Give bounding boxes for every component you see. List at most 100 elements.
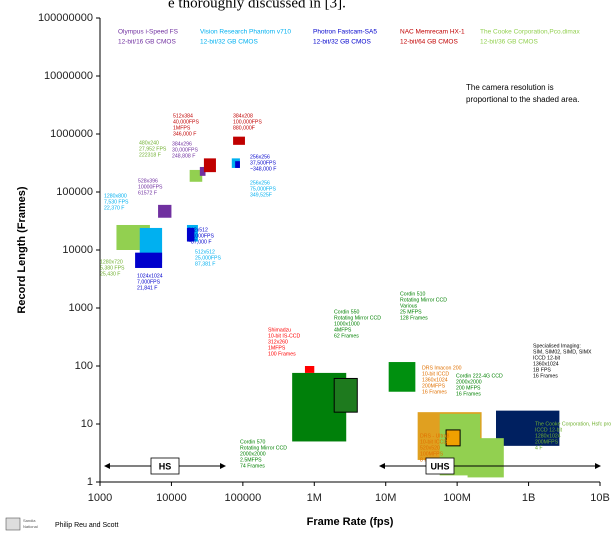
annotation: 16 Frames xyxy=(422,389,447,395)
annotation: 312x260 xyxy=(268,339,288,345)
annotation: 4 F xyxy=(535,445,543,451)
y-tick-label: 1000 xyxy=(69,302,93,314)
annotation: 100,000FPS xyxy=(233,119,262,125)
annotation: 30,000FPS xyxy=(172,147,198,153)
x-tick-label: 100000 xyxy=(224,492,261,504)
annotation: 2000x2000 xyxy=(240,451,266,457)
annotation: 880,000F xyxy=(233,125,255,131)
y-tick-label: 1000000 xyxy=(50,128,93,140)
annotation: 349,525F xyxy=(250,192,272,198)
annotation: 7,000FPS xyxy=(137,279,161,285)
note: proportional to the shaded area. xyxy=(466,95,579,104)
annotation: 1MFPS xyxy=(173,125,191,131)
x-tick-label: 10000 xyxy=(156,492,187,504)
annotation: 37,500FPS xyxy=(250,160,276,166)
annotation: 528x396 xyxy=(138,178,158,184)
annotation: 128 Frames xyxy=(400,315,428,321)
page-text: e thoroughly discussed in [3]. xyxy=(168,0,346,11)
x-axis-title: Frame Rate (fps) xyxy=(307,516,394,528)
annotation: 10000FPS xyxy=(138,184,163,190)
annotation: 21,841 F xyxy=(137,285,157,291)
credit: Philip Reu and Scott xyxy=(55,522,118,529)
x-tick-label: 10B xyxy=(590,492,610,504)
annotation: ICCD 12-bit xyxy=(535,427,563,433)
y-tick-label: 100000000 xyxy=(38,12,93,24)
annotation: 87,381 F xyxy=(195,261,215,267)
legend-subtitle: 12-bit/64 GB CMOS xyxy=(400,39,458,46)
annotation: Cordin 510 xyxy=(400,291,425,297)
annotation: 200MFPS xyxy=(535,439,559,445)
annotation: 7,530 FPS xyxy=(104,199,129,205)
camera-range xyxy=(388,362,416,392)
annotation: 4MFPS xyxy=(334,327,352,333)
annotation: Various xyxy=(400,303,418,309)
camera-range xyxy=(333,377,358,413)
camera-range xyxy=(199,166,206,176)
x-tick-label: 10M xyxy=(375,492,396,504)
annotation: ~87,000 F xyxy=(188,239,212,245)
svg-text:Sandia: Sandia xyxy=(23,518,36,523)
annotation: 480x240 xyxy=(139,140,159,146)
annotation: Cordin 550 xyxy=(334,309,359,315)
camera-range xyxy=(203,158,216,173)
annotation: 1360x1024 xyxy=(422,377,448,383)
camera-range xyxy=(186,227,195,242)
x-tick-label: 1M xyxy=(307,492,322,504)
y-tick-label: 100 xyxy=(75,360,93,372)
annotation: Rotating Mirror CCD xyxy=(334,315,381,321)
camera-range xyxy=(135,252,163,268)
annotation: 512x512 xyxy=(195,249,215,255)
annotation: 256x256 xyxy=(250,154,270,160)
range-label: HS xyxy=(159,461,172,471)
legend-name: Olympus i-Speed FS xyxy=(118,29,179,36)
logo: Sandia National xyxy=(5,517,38,531)
annotation: 200MFPS xyxy=(422,383,446,389)
camera-range xyxy=(233,136,245,145)
camera-range xyxy=(496,410,560,446)
annotation: 100 Frames xyxy=(268,351,296,357)
annotation: 10-bit ICCD xyxy=(422,371,449,377)
legend-subtitle: 12-bit/16 GB CMOS xyxy=(118,39,176,46)
annotation: 1280x800 xyxy=(104,193,127,199)
annotation: 25,000FPS xyxy=(195,255,221,261)
annotation: 256x256 xyxy=(250,180,270,186)
annotation: 1000x1000 xyxy=(334,321,360,327)
legend-subtitle: 12-bit/36 GB CMOS xyxy=(480,39,538,46)
annotation: 62 Frames xyxy=(334,333,359,339)
annotation: 346,000 F xyxy=(173,131,196,137)
annotation: 16 Frames xyxy=(456,391,481,397)
annotation: 1MFPS xyxy=(268,345,286,351)
annotation: 384x208 xyxy=(233,113,253,119)
y-tick-label: 10000 xyxy=(62,244,93,256)
annotation: Rotating Mirror CCD xyxy=(400,297,447,303)
annotation: 1360x1024 xyxy=(533,361,559,367)
annotation: 75,000FPS xyxy=(250,186,276,192)
annotation: 384x296 xyxy=(172,141,192,147)
annotation: 512x512 xyxy=(188,227,208,233)
range-box xyxy=(425,457,455,475)
y-tick-label: 10000000 xyxy=(44,70,93,82)
x-tick-label: 1000 xyxy=(88,492,112,504)
x-tick-label: 1B xyxy=(522,492,535,504)
annotation: 74 Frames xyxy=(240,463,265,469)
note: The camera resolution is xyxy=(466,83,554,92)
annotation: Rotating Mirror CCD xyxy=(240,445,287,451)
camera-range xyxy=(189,169,203,182)
legend-name: The Cooke Corporation,Pco.dimax xyxy=(480,29,580,36)
annotation: Specialised Imaging: xyxy=(533,343,581,349)
annotation: 512x384 xyxy=(173,113,193,119)
annotation: 1B FPS xyxy=(533,367,551,373)
annotation: 1280x1024 xyxy=(535,433,561,439)
annotation: 25,000FPS xyxy=(188,233,214,239)
annotation: DRS - Ultra8 xyxy=(420,433,450,439)
annotation: 5,380 FPS xyxy=(100,265,125,271)
legend-name: Photron Fastcam-SA5 xyxy=(313,29,377,36)
range-box xyxy=(150,457,180,475)
legend-subtitle: 12-bit/32 GB CMOS xyxy=(200,39,258,46)
annotation: SIM, SIM02, SIMD, SIMX xyxy=(533,349,592,355)
legend-subtitle: 12-bit/32 GB CMOS xyxy=(313,39,371,46)
annotation: 10-bit IS-CCD xyxy=(268,333,301,339)
annotation: Cordin 222-4G CCD xyxy=(456,373,503,379)
y-tick-label: 1 xyxy=(87,476,93,488)
annotation: 520x520 xyxy=(420,445,440,451)
